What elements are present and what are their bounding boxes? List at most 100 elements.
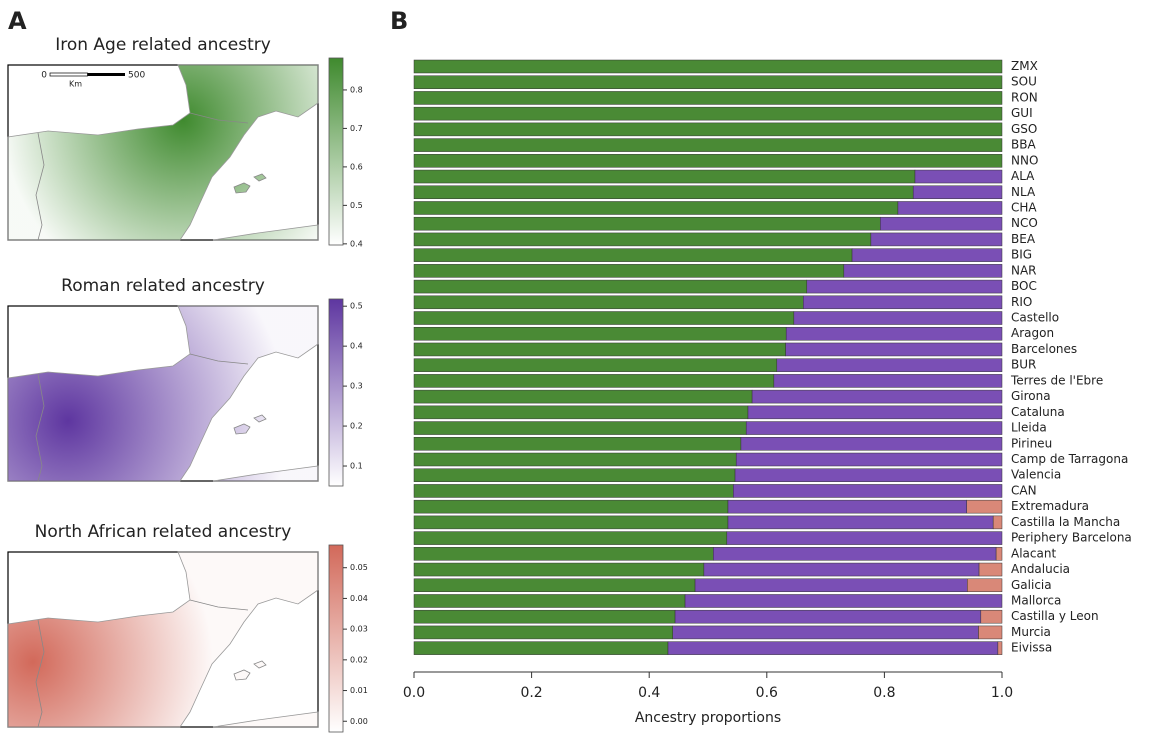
category-label: GSO: [1011, 122, 1037, 136]
bar-segment: [413, 641, 669, 655]
bar-segment: [413, 625, 673, 640]
bar-segment: [672, 625, 979, 640]
bar-segment: [413, 185, 914, 200]
bar-segment: [912, 185, 1003, 200]
bar-segment: [667, 641, 999, 655]
category-label: Eivissa: [1011, 641, 1052, 655]
category-label: SOU: [1011, 75, 1037, 89]
bar-segment: [413, 91, 1003, 105]
map: [7, 551, 319, 728]
bar-segment: [803, 295, 1003, 310]
map-title: North African related ancestry: [35, 522, 292, 542]
bar-segment: [773, 374, 1003, 388]
bar-segment: [870, 232, 1003, 247]
bar-segment: [413, 342, 786, 357]
bar-segment: [413, 421, 747, 435]
category-label: BEA: [1011, 232, 1036, 246]
bar-segment: [413, 154, 1003, 168]
panel-label: B: [390, 7, 408, 35]
x-tick-label: 1.0: [991, 685, 1013, 701]
bar-segment: [413, 578, 696, 593]
category-label: RIO: [1011, 295, 1032, 309]
category-label: BUR: [1011, 358, 1036, 372]
colorbar: [328, 298, 344, 487]
colorbar-tick-label: 0.2: [350, 422, 363, 431]
colorbar: [328, 57, 344, 246]
bar-segment: [733, 484, 1003, 498]
category-label: Alacant: [1011, 546, 1056, 560]
x-tick-label: 0.0: [403, 685, 425, 701]
category-label: Cataluna: [1011, 405, 1065, 419]
category-label: Camp de Tarragona: [1011, 452, 1128, 466]
bar-segment: [694, 578, 968, 593]
bar-segment: [967, 578, 1003, 593]
colorbar-tick-label: 0.6: [350, 162, 363, 171]
category-label: Girona: [1011, 389, 1051, 403]
colorbar-tick-label: 0.04: [350, 594, 368, 603]
bar-segment: [745, 421, 1003, 435]
scalebar-white: [49, 72, 88, 77]
bar-segment: [413, 311, 795, 325]
bar-segment: [413, 264, 845, 278]
bar-segment: [413, 609, 676, 624]
category-label: NCO: [1011, 216, 1038, 230]
panel-label: A: [8, 7, 27, 35]
x-tick-label: 0.4: [638, 685, 660, 701]
colorbar-tick-label: 0.5: [350, 201, 363, 210]
land: [7, 551, 319, 728]
bar-segment: [727, 515, 994, 530]
bar-segment: [413, 562, 705, 577]
category-label: NNO: [1011, 153, 1038, 167]
bar-segment: [851, 248, 1003, 262]
category-label: BIG: [1011, 248, 1032, 262]
bar-segment: [726, 531, 1003, 545]
bar-segment: [966, 499, 1003, 514]
x-tick-label: 0.2: [520, 685, 542, 701]
land: [212, 711, 319, 728]
land: [212, 224, 319, 241]
category-label: Lleida: [1011, 421, 1047, 435]
scalebar-black: [87, 73, 125, 76]
bar-segment: [413, 499, 729, 514]
map-title: Roman related ancestry: [61, 276, 265, 296]
bar-segment: [413, 75, 1003, 89]
bar-segment: [413, 138, 1003, 152]
bar-segment: [413, 358, 778, 372]
bar-segment: [914, 169, 1003, 184]
category-label: Castello: [1011, 311, 1059, 325]
category-label: Aragon: [1011, 326, 1054, 340]
category-label: Castilla la Mancha: [1011, 515, 1120, 529]
bar-segment: [413, 169, 916, 184]
colorbar-tick-label: 0.00: [350, 717, 368, 726]
bar-segment: [785, 342, 1003, 357]
colorbar: [328, 544, 344, 733]
bar-segment: [413, 484, 734, 498]
category-label: NAR: [1011, 263, 1037, 277]
bar-segment: [897, 201, 1003, 215]
bar-segment: [992, 515, 1003, 530]
bar-segment: [880, 216, 1003, 231]
colorbar-tick-label: 0.4: [350, 342, 363, 351]
bar-segment: [703, 562, 980, 577]
bar-segment: [713, 547, 997, 561]
bar-segment: [747, 405, 1003, 420]
bar-segment: [413, 106, 1003, 121]
land: [212, 465, 319, 482]
bar-segment: [674, 609, 982, 624]
bar-segment: [413, 201, 899, 215]
bar-segment: [978, 625, 1003, 640]
category-label: NLA: [1011, 185, 1036, 199]
bar-segment: [776, 358, 1003, 372]
category-label: Mallorca: [1011, 593, 1061, 607]
land: [7, 64, 319, 241]
category-label: Pirineu: [1011, 436, 1052, 450]
bar-segment: [785, 326, 1003, 341]
colorbar-tick-label: 0.02: [350, 655, 368, 664]
category-label: BOC: [1011, 279, 1037, 293]
land: [7, 305, 319, 482]
category-label: Extremadura: [1011, 499, 1089, 513]
bar-segment: [735, 452, 1003, 467]
category-label: Valencia: [1011, 468, 1061, 482]
bar-segment: [413, 468, 736, 482]
